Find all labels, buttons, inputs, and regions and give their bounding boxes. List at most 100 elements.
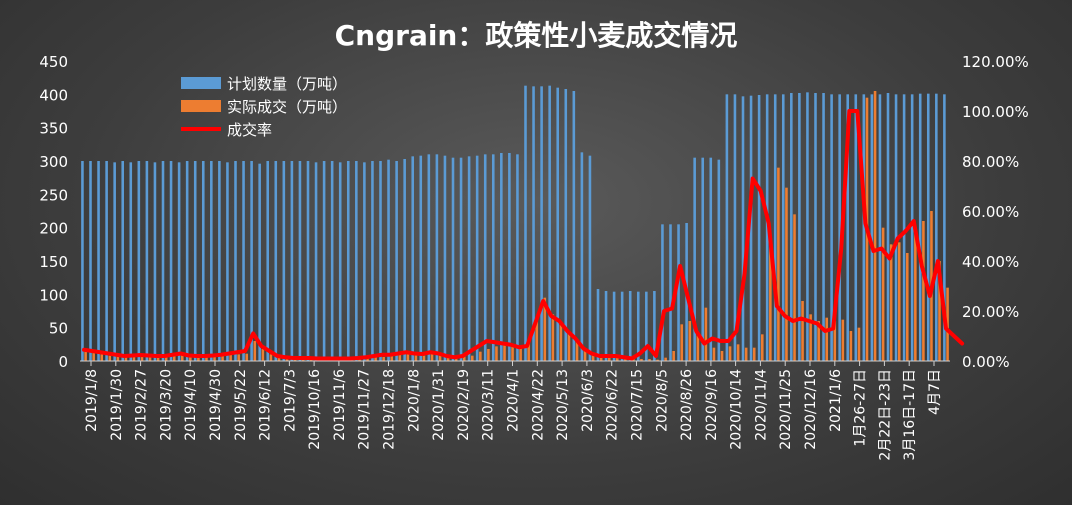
legend-label: 成交率	[227, 121, 272, 139]
actual-bar	[180, 355, 184, 361]
legend-swatch	[181, 77, 221, 89]
plan-bar	[250, 161, 253, 361]
plan-bar	[113, 162, 116, 361]
plan-bar	[757, 95, 761, 361]
actual-bar	[938, 261, 941, 361]
actual-bar	[777, 167, 780, 361]
plan-bar	[427, 154, 431, 361]
plan-bar	[274, 161, 278, 361]
x-tick-label: 2020/6/22	[605, 369, 621, 441]
actual-bar	[720, 351, 724, 361]
plan-bar	[661, 224, 664, 361]
actual-bar	[124, 357, 128, 361]
plan-bar	[218, 161, 221, 361]
plan-bar	[395, 161, 398, 361]
left-tick-label: 400	[39, 86, 68, 104]
actual-bar	[809, 314, 812, 361]
plan-bar	[741, 96, 745, 361]
x-tick-label: 2020/2/19	[456, 369, 472, 441]
actual-bar	[615, 357, 619, 361]
actual-bar	[704, 307, 708, 361]
plan-bar	[733, 94, 737, 361]
plan-bar	[524, 85, 527, 362]
actual-bar	[156, 357, 160, 361]
x-tick-label: 2019/5/22	[233, 369, 249, 441]
actual-bar	[438, 355, 442, 361]
plan-bar	[483, 154, 487, 361]
plan-bar	[894, 94, 898, 361]
right-tick-label: 100.00%	[962, 103, 1029, 121]
plan-bar	[363, 162, 366, 361]
plan-bar	[290, 161, 294, 361]
actual-bar	[559, 324, 563, 361]
actual-bar	[132, 355, 136, 361]
plan-bar	[435, 154, 439, 361]
x-tick-label: 2021/1/6	[828, 369, 844, 432]
plan-bar	[532, 86, 535, 361]
plan-bar	[677, 224, 680, 361]
actual-bar	[374, 356, 377, 361]
left-tick-label: 350	[39, 120, 68, 138]
actual-bar	[398, 355, 402, 361]
right-tick-label: 20.00%	[962, 303, 1019, 321]
actual-bar	[922, 221, 925, 361]
plan-bar	[105, 161, 108, 361]
actual-bar	[914, 227, 917, 361]
plan-bar	[773, 94, 777, 361]
plan-bar	[846, 94, 850, 361]
left-tick-label: 50	[49, 320, 68, 338]
plan-bar	[282, 161, 286, 361]
actual-bar	[487, 349, 490, 361]
actual-bar	[881, 227, 885, 361]
actual-bar	[261, 349, 265, 361]
plan-bar	[902, 94, 906, 361]
actual-bar	[205, 356, 208, 361]
plan-bar	[411, 156, 415, 361]
plan-bar	[81, 161, 84, 361]
plan-bar	[161, 161, 165, 361]
x-tick-label: 2019/1/30	[109, 369, 125, 441]
actual-bar	[84, 351, 87, 361]
actual-bar	[108, 355, 112, 361]
actual-bar	[470, 355, 474, 361]
actual-bar	[229, 353, 232, 361]
plan-bar	[814, 93, 817, 361]
actual-bar	[221, 354, 224, 361]
left-tick-label: 300	[39, 153, 68, 171]
actual-bar	[905, 253, 909, 361]
actual-bar	[769, 241, 772, 361]
plan-bar	[475, 155, 479, 361]
actual-bar	[575, 341, 579, 361]
x-tick-label: 2020/10/14	[729, 369, 745, 450]
actual-bar	[116, 356, 120, 361]
plan-bar	[943, 94, 946, 361]
x-tick-label: 2020/11/4	[753, 369, 769, 441]
actual-bar	[793, 214, 796, 361]
plan-bar	[137, 161, 141, 361]
plan-bar	[258, 163, 261, 361]
right-y-axis: 0.00% 20.00% 40.00% 60.00% 80.00% 100.00% 120.…	[962, 53, 1029, 371]
actual-bar	[148, 356, 152, 361]
actual-bar	[946, 287, 949, 361]
actual-bar	[849, 331, 853, 361]
actual-bar	[648, 359, 651, 361]
plan-bar	[556, 87, 560, 362]
actual-bar	[495, 346, 498, 361]
actual-bar	[624, 358, 627, 361]
plan-bar	[628, 291, 632, 361]
x-tick-label: 2020/4/22	[530, 369, 546, 441]
plan-bar	[636, 291, 640, 361]
plan-bar	[878, 94, 882, 361]
actual-bar	[269, 354, 273, 361]
plan-bar	[387, 159, 390, 361]
plan-bar	[121, 161, 125, 361]
actual-bar	[446, 357, 450, 361]
plan-bar	[145, 161, 149, 361]
x-tick-label: 2019/2/27	[134, 369, 150, 441]
right-tick-label: 120.00%	[962, 53, 1029, 71]
plan-bar	[234, 161, 237, 361]
actual-bar	[551, 314, 555, 361]
x-tick-label: 2019/4/30	[208, 369, 224, 441]
actual-bar	[607, 357, 611, 361]
actual-bar	[92, 351, 95, 361]
